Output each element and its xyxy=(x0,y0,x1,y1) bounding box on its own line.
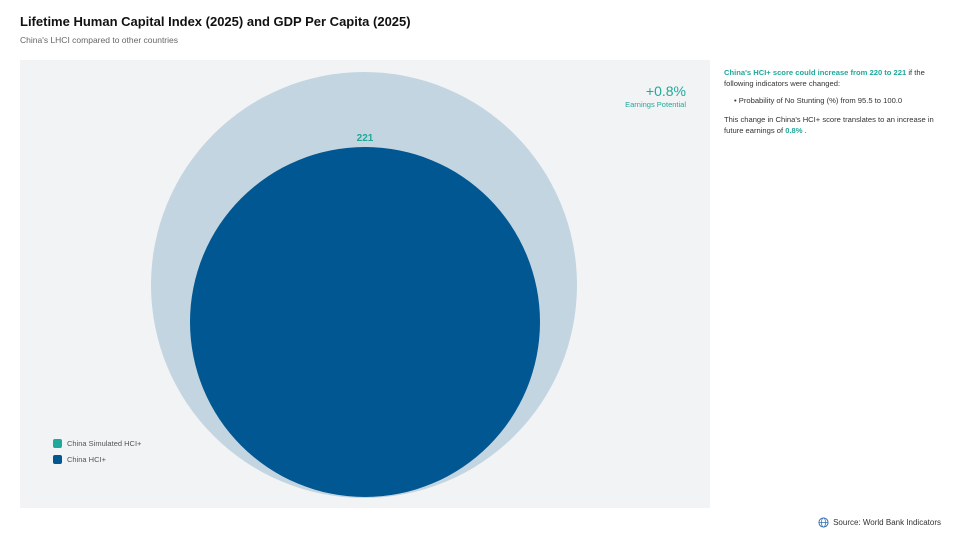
earnings-potential-label: Earnings Potential xyxy=(625,100,686,109)
earnings-potential-value: +0.8% xyxy=(646,83,686,99)
indicator-list: Probability of No Stunting (%) from 95.5… xyxy=(734,95,944,106)
legend-label-simulated: China Simulated HCI+ xyxy=(67,438,142,448)
score-change-highlight: China's HCI+ score could increase from 2… xyxy=(724,68,907,77)
bubble-chart: 221 +0.8%Earnings Potential xyxy=(151,72,686,498)
chart-subtitle: China's LHCI compared to other countries xyxy=(20,35,179,45)
source-link[interactable]: Source: World Bank Indicators xyxy=(818,517,941,528)
globe-icon xyxy=(818,517,829,528)
side-panel: China's HCI+ score could increase from 2… xyxy=(724,67,944,142)
legend: China Simulated HCI+ China HCI+ xyxy=(53,432,141,464)
earnings-suffix: . xyxy=(802,126,807,135)
legend-label-china: China HCI+ xyxy=(67,454,106,464)
legend-item-china[interactable]: China HCI+ xyxy=(53,454,141,464)
chart-panel: 221 +0.8% Earnings Potential China Simulat… xyxy=(20,60,710,508)
score-change-rest: if the following indicators were changed… xyxy=(724,68,925,88)
source-text: Source: World Bank Indicators xyxy=(833,518,941,527)
earnings-highlight: 0.8% xyxy=(785,126,803,135)
side-paragraph-1: China's HCI+ score could increase from 2… xyxy=(724,67,944,89)
side-paragraph-2: This change in China's HCI+ score transl… xyxy=(724,114,944,136)
chart-title: Lifetime Human Capital Index (2025) and … xyxy=(20,14,411,29)
earnings-text: This change in China's HCI+ score transl… xyxy=(724,115,934,135)
legend-swatch-china xyxy=(53,454,62,464)
bubble-china-hci xyxy=(190,147,540,497)
indicator-item: Probability of No Stunting (%) from 95.5… xyxy=(734,95,944,106)
legend-swatch-simulated xyxy=(53,438,62,448)
bubble-value-label: 221 xyxy=(357,133,374,144)
legend-item-simulated[interactable]: China Simulated HCI+ xyxy=(53,438,141,448)
